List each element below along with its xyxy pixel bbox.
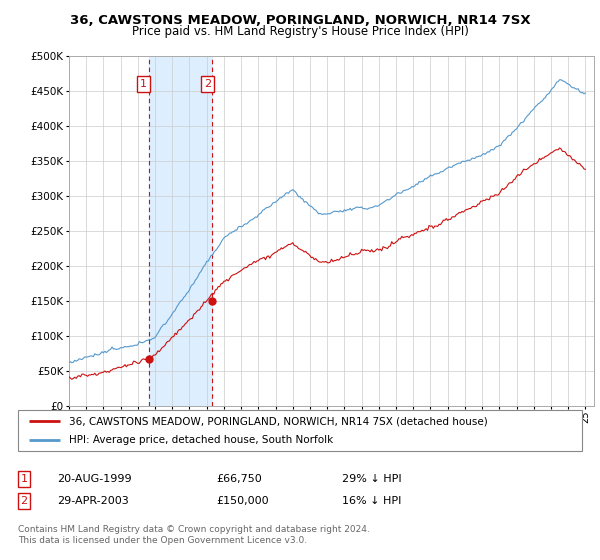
Text: 20-AUG-1999: 20-AUG-1999: [57, 474, 131, 484]
Text: 16% ↓ HPI: 16% ↓ HPI: [342, 496, 401, 506]
Text: £66,750: £66,750: [216, 474, 262, 484]
Text: 29% ↓ HPI: 29% ↓ HPI: [342, 474, 401, 484]
Text: £150,000: £150,000: [216, 496, 269, 506]
Text: 29-APR-2003: 29-APR-2003: [57, 496, 129, 506]
Text: HPI: Average price, detached house, South Norfolk: HPI: Average price, detached house, Sout…: [69, 435, 333, 445]
Text: Contains HM Land Registry data © Crown copyright and database right 2024.
This d: Contains HM Land Registry data © Crown c…: [18, 525, 370, 545]
Bar: [149, 56, 212, 406]
Text: 2: 2: [20, 496, 28, 506]
Text: 1: 1: [20, 474, 28, 484]
Text: Price paid vs. HM Land Registry's House Price Index (HPI): Price paid vs. HM Land Registry's House …: [131, 25, 469, 38]
Text: 1: 1: [140, 79, 147, 89]
Text: 2: 2: [203, 79, 211, 89]
Text: 36, CAWSTONS MEADOW, PORINGLAND, NORWICH, NR14 7SX (detached house): 36, CAWSTONS MEADOW, PORINGLAND, NORWICH…: [69, 417, 488, 426]
Text: 36, CAWSTONS MEADOW, PORINGLAND, NORWICH, NR14 7SX: 36, CAWSTONS MEADOW, PORINGLAND, NORWICH…: [70, 14, 530, 27]
FancyBboxPatch shape: [18, 410, 582, 451]
